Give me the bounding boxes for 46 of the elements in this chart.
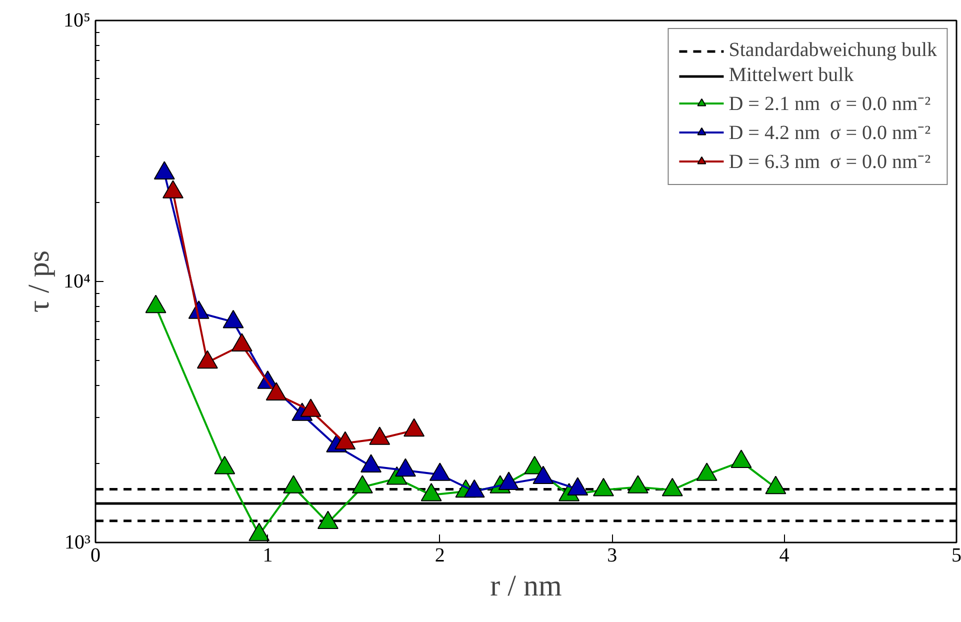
point (765, 476, 786, 494)
y-tick-label: 10³ (64, 532, 91, 554)
x-axis-title: r / nm (490, 570, 562, 602)
point (154, 161, 175, 180)
x-tick-label: 1 (262, 544, 273, 566)
legend-label: Mittelwert bulk (728, 64, 854, 87)
point (369, 426, 390, 445)
point (231, 333, 252, 352)
x-tick-label: 4 (779, 544, 790, 566)
point (145, 294, 166, 314)
point (283, 475, 304, 494)
y-axis-title: τ / ps (22, 250, 56, 313)
point (317, 510, 338, 530)
point (394, 458, 416, 477)
point (334, 431, 356, 450)
point (222, 310, 244, 328)
point (464, 479, 485, 498)
point (360, 454, 382, 472)
point (196, 350, 218, 369)
y-tick-label: 10⁵ (64, 10, 91, 32)
x-tick-label: 5 (952, 544, 961, 566)
legend-label: D = 6.3 nm σ = 0.0 nm⁻² (728, 150, 931, 174)
x-tick-label: 2 (434, 544, 445, 566)
point (429, 462, 450, 481)
point (696, 462, 718, 481)
point (498, 472, 520, 490)
point (248, 522, 270, 542)
x-tick-label: 0 (90, 544, 100, 566)
point (592, 478, 614, 496)
y-tick-label: 10⁴ (64, 270, 91, 292)
point (266, 382, 287, 400)
point (162, 180, 184, 198)
legend-label: Standardabweichung bulk (728, 39, 937, 62)
point (627, 475, 648, 494)
x-tick-label: 3 (607, 544, 618, 566)
point (662, 478, 683, 496)
point (567, 477, 588, 496)
legend-label: D = 2.1 nm σ = 0.0 nm⁻² (728, 92, 931, 116)
point (404, 418, 425, 437)
point (730, 450, 752, 468)
point (420, 482, 442, 502)
point (532, 466, 554, 484)
point (300, 398, 322, 417)
legend-label: D = 4.2 nm σ = 0.0 nm⁻² (728, 121, 931, 145)
point (214, 456, 236, 474)
point (352, 475, 373, 494)
